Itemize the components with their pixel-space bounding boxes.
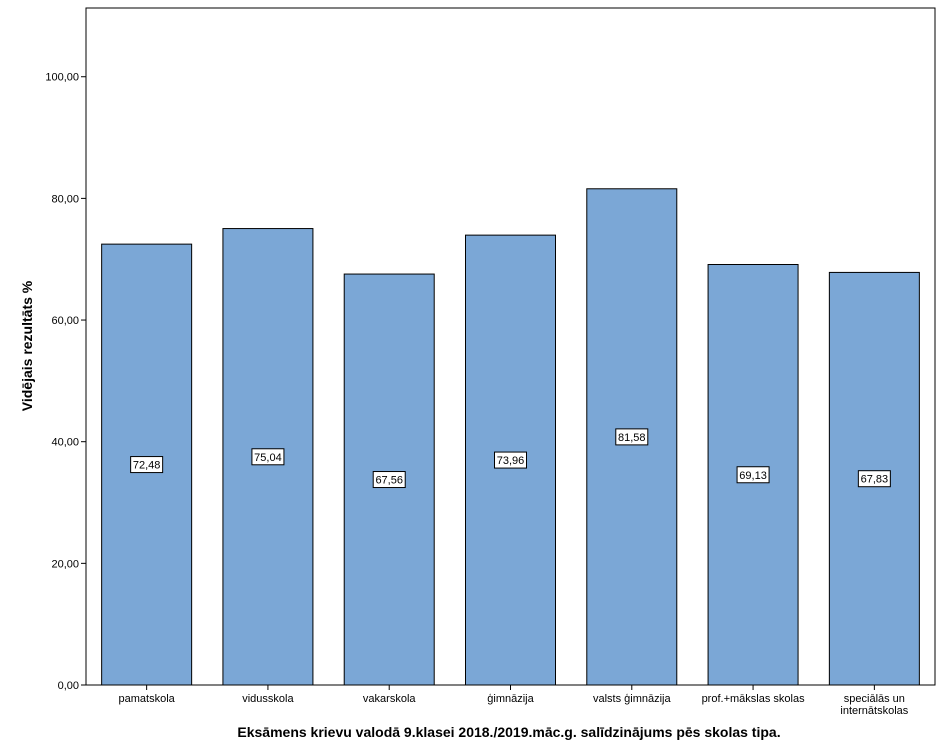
x-tick-label: vakarskola bbox=[363, 693, 416, 705]
data-label: 69,13 bbox=[739, 470, 767, 482]
data-label: 81,58 bbox=[618, 432, 646, 444]
data-label-box bbox=[494, 451, 527, 469]
data-label: 67,56 bbox=[375, 475, 403, 487]
y-tick-label: 40,00 bbox=[51, 437, 79, 449]
y-tick-label: 0,00 bbox=[58, 680, 79, 692]
data-label-box bbox=[372, 471, 406, 489]
data-label-box bbox=[615, 428, 649, 446]
x-tick-label-line: valsts ģimnāzija bbox=[593, 692, 672, 705]
y-axis-title: Vidējais rezultāts % bbox=[19, 280, 35, 411]
data-label-box bbox=[130, 456, 164, 474]
x-tick-label-line: vakarskola bbox=[363, 693, 416, 705]
data-label: 72,48 bbox=[133, 460, 161, 472]
data-label-box bbox=[736, 466, 770, 484]
data-label-box bbox=[251, 448, 285, 466]
y-tick-label: 100,00 bbox=[45, 72, 79, 84]
y-tick-label: 80,00 bbox=[51, 193, 79, 205]
x-tick-label-line: vidusskola bbox=[242, 693, 294, 705]
y-axis-ticks: 0,00 20,00 40,00 60,00 80,00 100,00 bbox=[45, 72, 86, 692]
x-axis-title: Eksāmens krievu valodā 9.klasei 2018./20… bbox=[237, 724, 780, 740]
x-tick-label-line: prof.+mākslas skolas bbox=[702, 693, 806, 705]
y-tick-label: 60,00 bbox=[51, 315, 79, 327]
x-tick-label: prof.+mākslas skolas bbox=[702, 693, 806, 705]
x-tick-label-line: ģimnāzija bbox=[487, 692, 534, 705]
bars: 72,48 75,04 67,56 73,96 81,58 69,13 67,83 bbox=[101, 188, 920, 686]
x-tick-label-line: internātskolas bbox=[840, 705, 908, 717]
y-tick-label: 20,00 bbox=[51, 558, 79, 570]
x-tick-label-line: speciālās un bbox=[844, 693, 905, 705]
x-tick-label: pamatskola bbox=[119, 693, 176, 705]
x-tick-label: vidusskola bbox=[242, 693, 294, 705]
data-label: 75,04 bbox=[254, 452, 282, 464]
x-tick-label: speciālās un internātskolas bbox=[840, 693, 908, 717]
data-label: 73,96 bbox=[497, 455, 525, 467]
data-label: 67,83 bbox=[861, 474, 889, 486]
data-label-box bbox=[857, 470, 891, 488]
x-axis-ticks: pamatskola vidusskola vakarskola ģimnāzija v… bbox=[119, 685, 909, 717]
x-tick-label: valsts ģimnāzija bbox=[593, 692, 672, 705]
x-tick-label-line: pamatskola bbox=[119, 693, 176, 705]
x-tick-label: ģimnāzija bbox=[487, 692, 534, 705]
